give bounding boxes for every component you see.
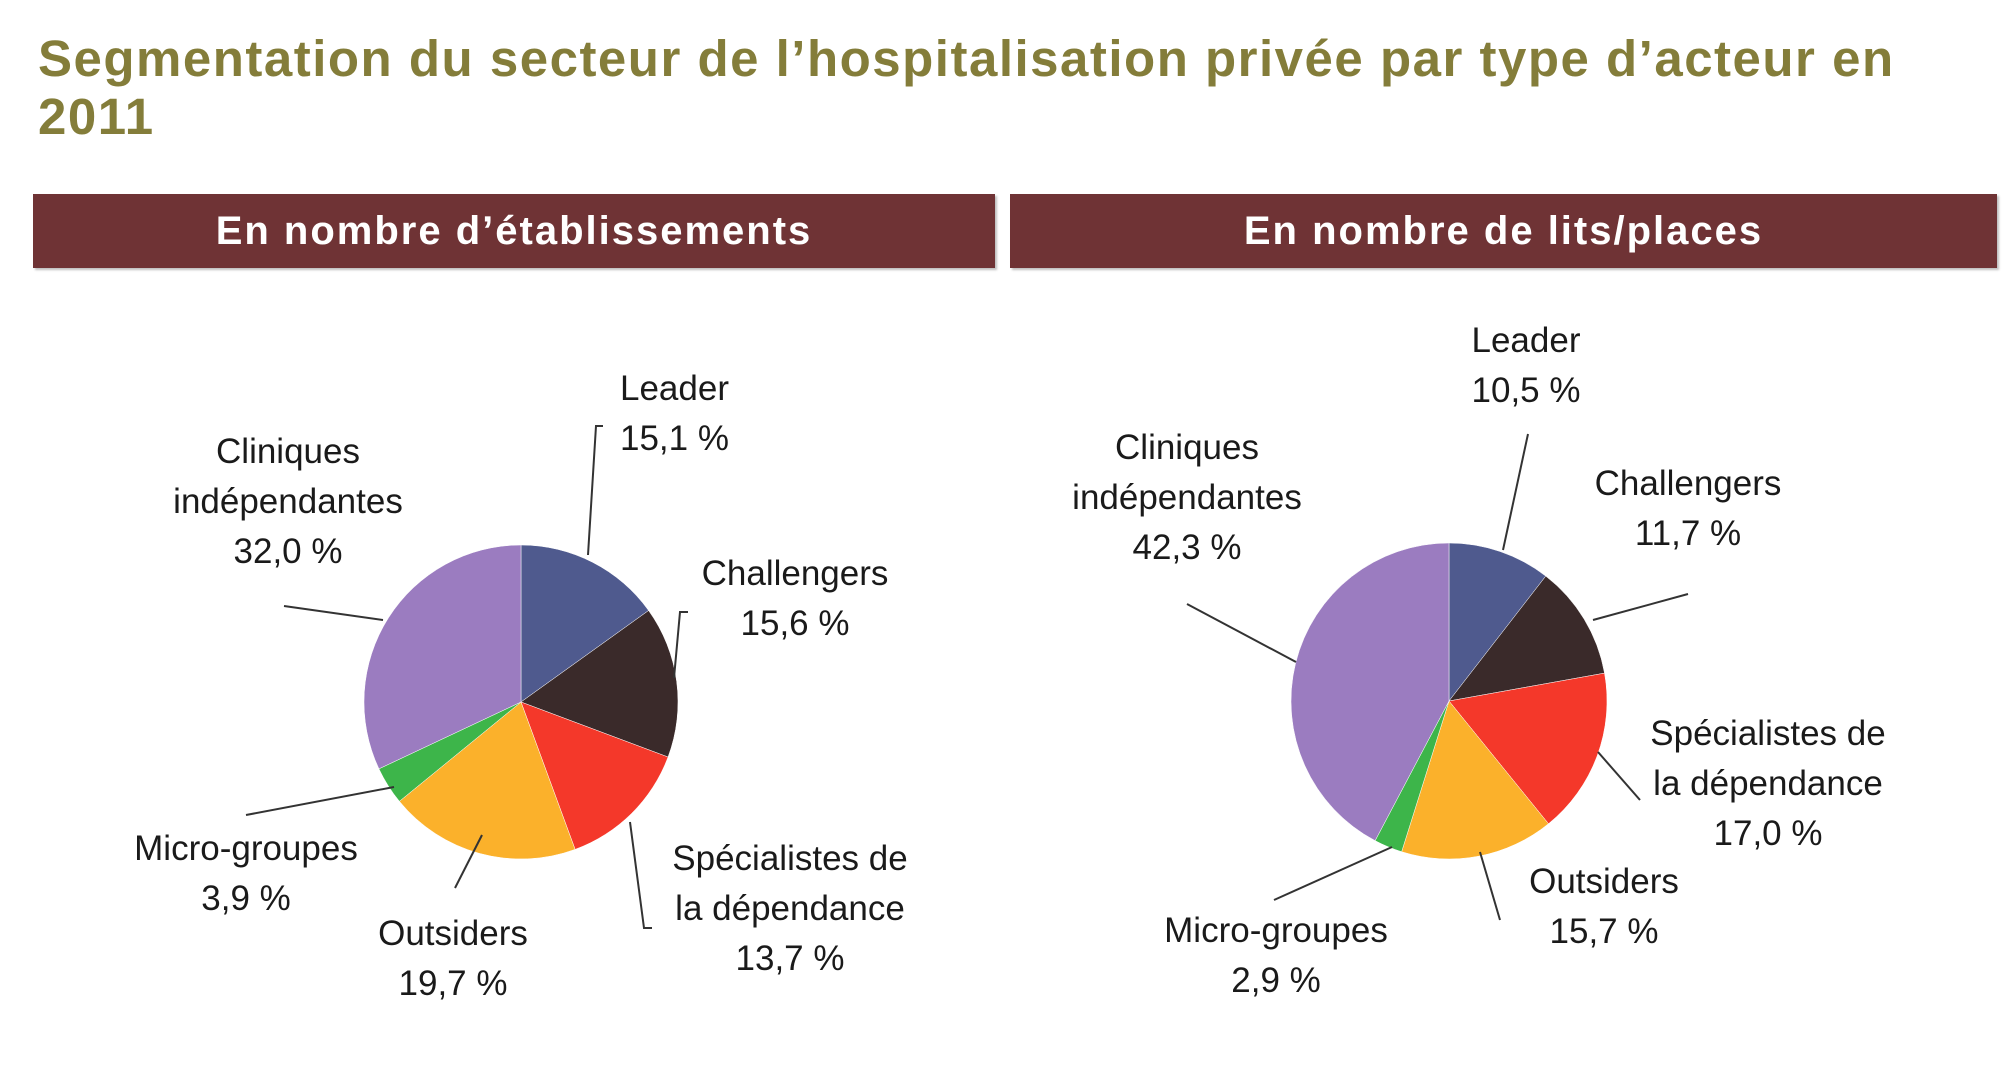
leader-line-specialistes-de-la-dependance [1597,751,1641,801]
pie-slice-leader [520,544,649,703]
slice-value-outsiders: 15,7 % [1550,912,1659,951]
slice-value-micro-groupes: 3,9 % [201,879,291,918]
slice-name-micro-groupes: Micro-groupes [134,829,358,868]
slice-label-outsiders: Outsiders 15,7 % [1529,862,1679,951]
pie-chart-1: Leader 15,1 % Challengers 15,6 % Spécialiste… [134,369,908,1003]
slice-value-micro-groupes: 2,9 % [1231,961,1321,1000]
slice-label-leader: Leader 15,1 % [620,369,729,458]
leader-line-outsiders [454,834,483,889]
leader-line-micro-groupes [1273,846,1393,901]
chart-header-beds: En nombre de lits/places [1010,194,1997,268]
leader-line-specialistes-de-la-dependance [629,821,652,929]
slice-value-leader: 15,1 % [620,419,729,458]
slice-value-leader: 10,5 % [1472,371,1581,410]
leader-line-leader [587,425,603,556]
pie-chart-2: Leader 10,5 % Challengers 11,7 % Spécialiste… [1072,321,1886,1000]
slice-name-micro-groupes: Micro-groupes [1164,911,1388,950]
slice-label-micro-groupes: Micro-groupes 3,9 % [134,829,358,918]
slice-name-challengers: Challengers [1595,464,1782,503]
slice-name-leader: Leader [620,369,729,408]
slice-label-cliniques-independantes: Cliniques indépendantes 32,0 % [173,432,403,571]
slice-name-cliniques-independantes: indépendantes [173,482,403,521]
slice-name-cliniques-independantes: Cliniques [1115,428,1259,467]
slice-label-outsiders: Outsiders 19,7 % [378,914,528,1003]
slice-name-specialistes-de-la-dependance: la dépendance [675,889,905,928]
pie-slice-cliniques-independantes [1290,542,1450,842]
slice-name-specialistes-de-la-dependance: Spécialistes de [1650,714,1885,753]
pie-slice-outsiders [399,701,576,860]
leader-line-challengers [1592,593,1689,621]
slice-value-challengers: 15,6 % [741,604,850,643]
slice-label-specialistes-de-la-dependance: Spécialistes de la dépendance 13,7 % [672,839,907,978]
pie-slice-leader [1448,542,1547,702]
pie-slice-specialistes-de-la-dependance [1448,672,1608,825]
slice-name-outsiders: Outsiders [1529,862,1679,901]
leader-line-outsiders [1479,851,1501,921]
slice-name-leader: Leader [1472,321,1581,360]
slice-name-outsiders: Outsiders [378,914,528,953]
chart-header-establishments: En nombre d’établissements [33,194,995,268]
slice-label-challengers: Challengers 15,6 % [702,554,889,643]
slice-name-cliniques-independantes: indépendantes [1072,478,1302,517]
pie-slice-specialistes-de-la-dependance [520,701,669,850]
slice-name-specialistes-de-la-dependance: la dépendance [1653,764,1883,803]
slice-value-cliniques-independantes: 42,3 % [1133,528,1242,567]
slice-label-challengers: Challengers 11,7 % [1595,464,1782,553]
slice-label-leader: Leader 10,5 % [1472,321,1581,410]
leader-line-challengers [673,611,688,679]
slice-name-cliniques-independantes: Cliniques [216,432,360,471]
pie-slice-outsiders [1401,700,1549,860]
leader-line-micro-groupes [245,786,395,816]
slice-value-outsiders: 19,7 % [399,964,508,1003]
slice-value-cliniques-independantes: 32,0 % [234,532,343,571]
slice-label-micro-groupes: Micro-groupes 2,9 % [1164,911,1388,1000]
slice-name-specialistes-de-la-dependance: Spécialistes de [672,839,907,878]
pie-slice-cliniques-independantes [363,544,522,770]
slice-label-specialistes-de-la-dependance: Spécialistes de la dépendance 17,0 % [1650,714,1885,853]
slice-label-cliniques-independantes: Cliniques indépendantes 42,3 % [1072,428,1302,567]
leader-line-leader [1502,433,1529,551]
slice-value-specialistes-de-la-dependance: 13,7 % [736,939,845,978]
slice-value-specialistes-de-la-dependance: 17,0 % [1714,814,1823,853]
pie-slice-challengers [1448,575,1605,702]
slice-value-challengers: 11,7 % [1635,514,1741,553]
pie-slice-challengers [520,610,679,758]
leader-line-cliniques-independantes [283,605,384,621]
leader-line-cliniques-independantes [1186,603,1297,663]
page-title: Segmentation du secteur de l’hospitalisa… [38,30,1895,145]
slice-name-challengers: Challengers [702,554,889,593]
